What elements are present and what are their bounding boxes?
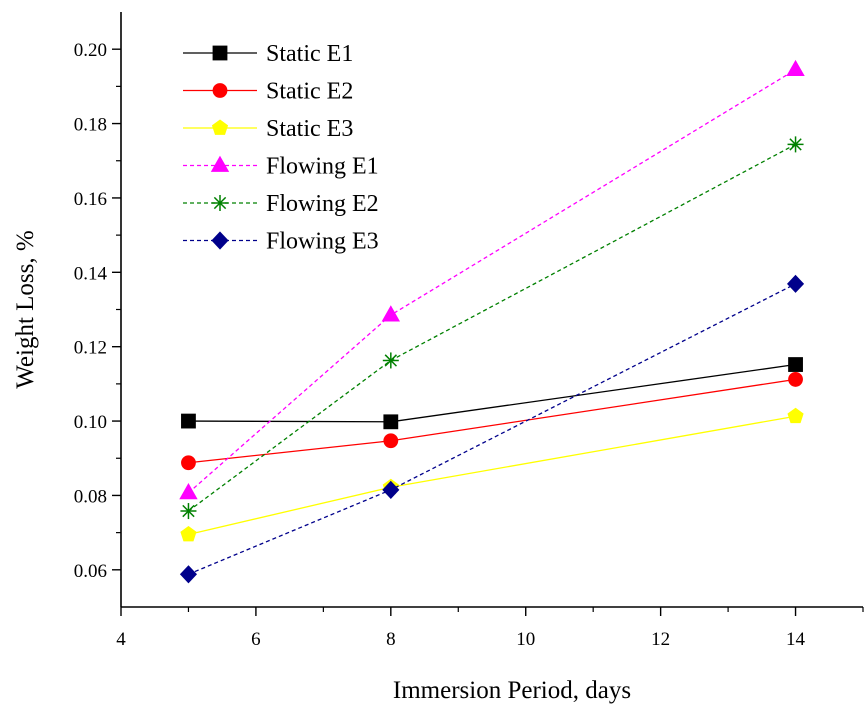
series-flowing-e3 <box>179 274 805 584</box>
x-tick-label: 14 <box>786 629 806 650</box>
legend: Static E1 Static E2 Static E3 Flowing E1 Flo… <box>183 41 379 255</box>
data-point <box>181 455 196 471</box>
series-line <box>188 415 796 536</box>
data-point <box>382 480 400 499</box>
series-static-e1 <box>181 357 803 430</box>
data-point <box>382 352 399 369</box>
legend-label: Flowing E1 <box>266 154 379 180</box>
series-line <box>188 283 796 575</box>
x-tick-label: 4 <box>116 629 126 650</box>
legend-marker <box>210 155 230 172</box>
legend-item: Static E1 <box>183 41 353 67</box>
legend-marker <box>212 83 228 98</box>
x-axis: 4 6 8 10 12 14 <box>116 607 864 650</box>
series-static-e2 <box>181 372 803 471</box>
legend-item: Static E3 <box>183 116 353 142</box>
legend-item: Flowing E2 <box>183 191 379 217</box>
y-tick-label: 0.12 <box>74 338 107 359</box>
y-tick-label: 0.14 <box>74 263 108 284</box>
data-point <box>381 305 401 322</box>
legend-label: Static E2 <box>266 79 353 105</box>
legend-label: Flowing E3 <box>266 229 379 255</box>
legend-label: Static E3 <box>266 116 353 142</box>
x-axis-label: Immersion Period, days <box>393 677 631 704</box>
y-tick-label: 0.20 <box>74 40 107 61</box>
legend-label: Flowing E2 <box>266 191 379 217</box>
legend-marker <box>212 45 228 61</box>
data-point <box>786 59 805 77</box>
data-point <box>788 357 803 372</box>
data-point <box>180 525 197 542</box>
y-tick-label: 0.10 <box>74 412 107 433</box>
legend-item: Flowing E1 <box>183 154 379 180</box>
data-point <box>180 503 197 520</box>
data-point <box>786 274 805 293</box>
data-point <box>788 372 803 387</box>
x-tick-label: 10 <box>516 629 535 650</box>
data-point <box>383 433 399 449</box>
data-point <box>181 413 196 429</box>
x-tick-label: 8 <box>386 629 396 650</box>
legend-item: Static E2 <box>183 79 353 105</box>
legend-label: Static E1 <box>266 41 353 67</box>
series-layer <box>179 59 805 584</box>
legend-item: Flowing E3 <box>183 229 379 255</box>
series-flowing-e2 <box>180 136 804 520</box>
series-flowing-e1 <box>179 59 805 500</box>
legend-marker <box>211 119 229 135</box>
data-point <box>787 136 804 153</box>
legend-marker <box>212 195 228 211</box>
y-axis: 0.06 0.08 0.10 0.12 0.14 0.16 0.18 0.20 <box>74 40 121 582</box>
data-point <box>787 407 804 424</box>
data-point <box>179 483 198 500</box>
y-axis-label: Weight Loss, % <box>12 230 39 388</box>
x-tick-label: 6 <box>251 629 261 650</box>
y-tick-label: 0.08 <box>74 486 107 507</box>
legend-marker <box>211 231 229 250</box>
data-point <box>179 565 198 584</box>
y-tick-label: 0.18 <box>74 115 107 136</box>
series-static-e3 <box>180 407 804 542</box>
y-tick-label: 0.06 <box>74 561 107 582</box>
y-tick-label: 0.16 <box>74 189 107 210</box>
plot-frame <box>120 12 863 608</box>
x-tick-label: 12 <box>651 629 670 650</box>
data-point <box>383 414 399 430</box>
